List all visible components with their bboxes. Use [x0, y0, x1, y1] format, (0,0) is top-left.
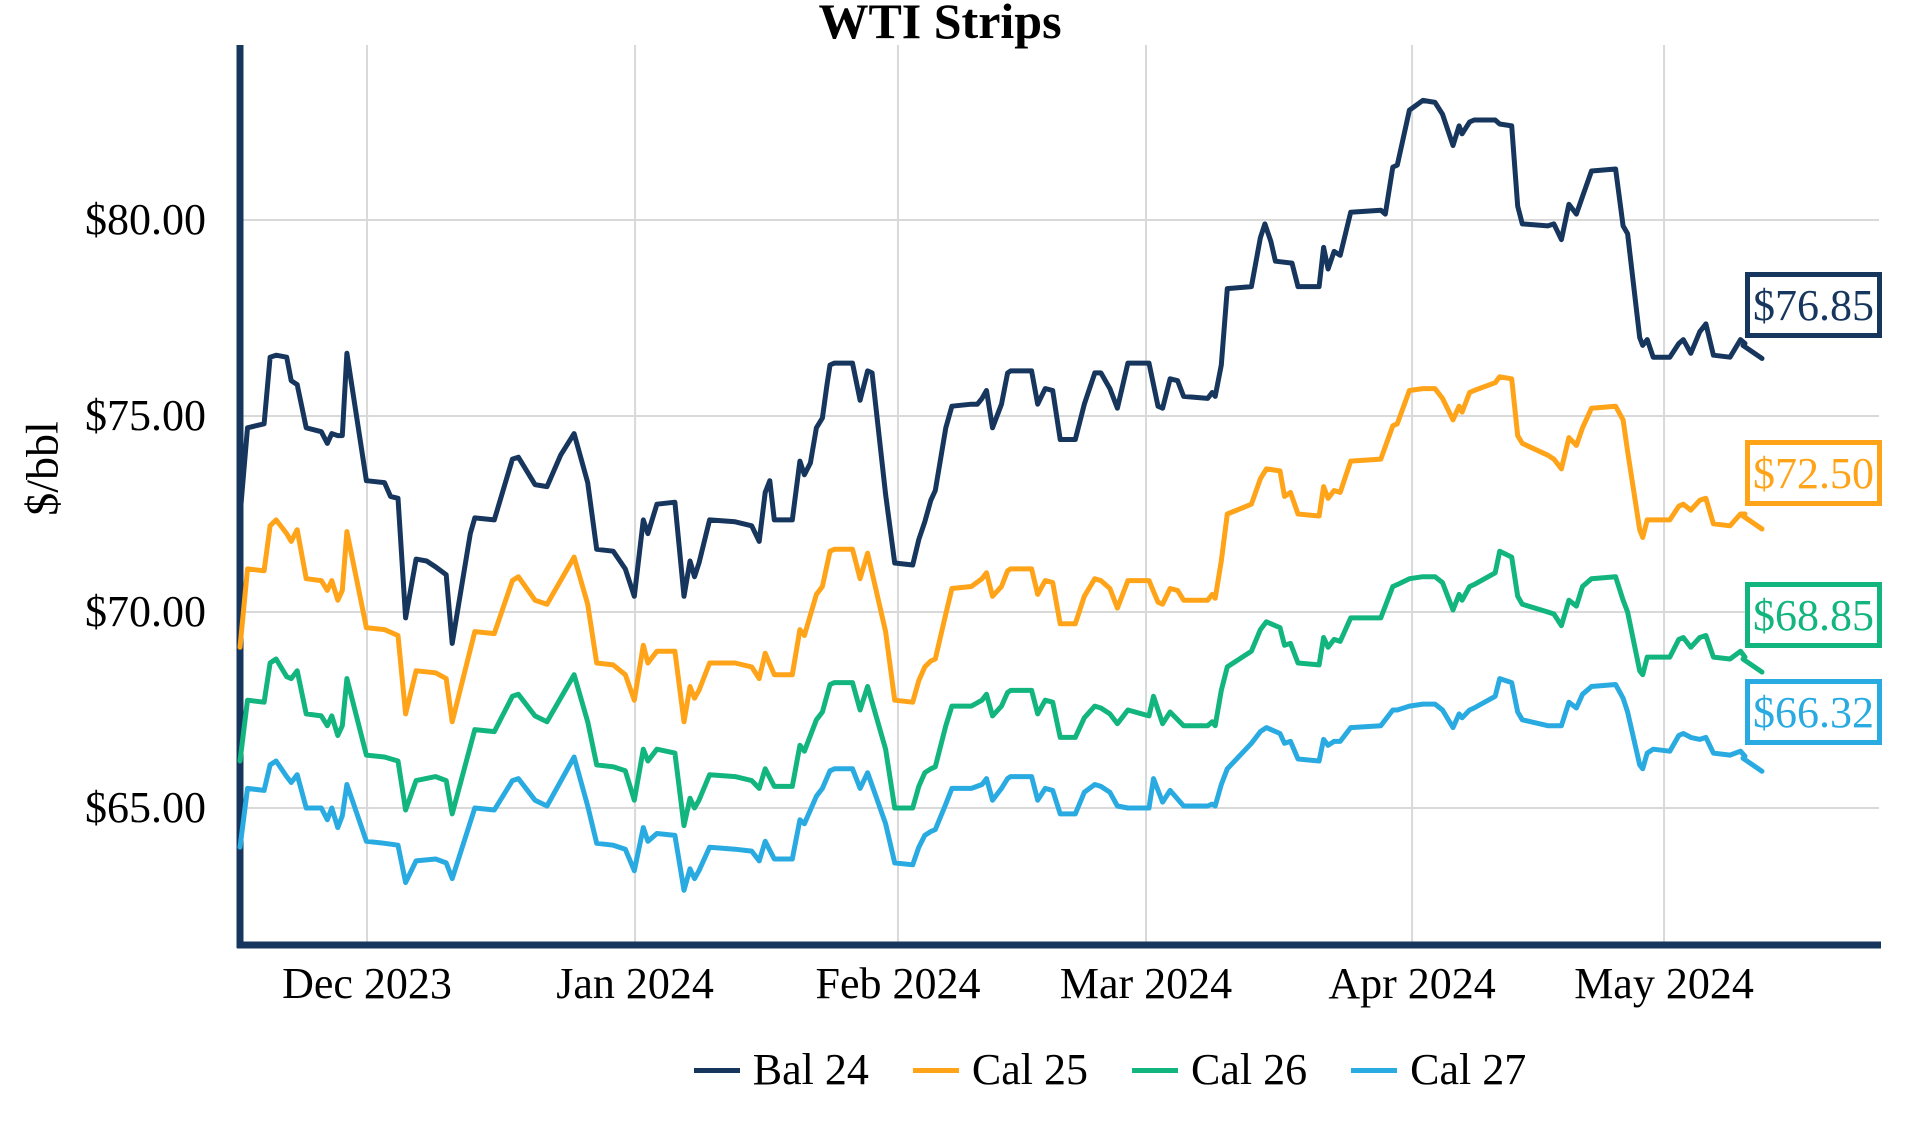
end-label-box-bal-24: $76.85 — [1745, 272, 1882, 338]
end-label-box-cal-25: $72.50 — [1745, 440, 1882, 506]
legend-item-cal-25[interactable]: Cal 25 — [912, 1040, 1088, 1100]
x-tick-label-feb-2024: Feb 2024 — [815, 959, 981, 1008]
end-label-leader-bal-24 — [1740, 342, 1765, 361]
y-tick-label-75: $75.00 — [85, 391, 206, 440]
x-tick-label-mar-2024: Mar 2024 — [1059, 959, 1233, 1008]
legend-label-cal-27: Cal 27 — [1410, 1045, 1527, 1094]
y-tick-label-80: $80.00 — [85, 195, 206, 244]
y-tick-label-70: $70.00 — [85, 587, 206, 636]
legend-label-cal-26: Cal 26 — [1191, 1045, 1308, 1094]
y-tick-label-65: $65.00 — [85, 783, 206, 832]
series-line-cal-25 — [237, 374, 1748, 725]
end-label-leader-cal-27 — [1740, 755, 1765, 774]
chart-title: WTI Strips — [818, 0, 1062, 49]
end-label-leader-cal-25 — [1740, 513, 1765, 532]
legend-item-cal-27[interactable]: Cal 27 — [1351, 1040, 1526, 1100]
legend-swatch-cal-27 — [1351, 1067, 1398, 1073]
end-label-leader-cal-26 — [1740, 656, 1765, 675]
legend-swatch-cal-25 — [912, 1067, 959, 1073]
series-line-cal-27 — [237, 676, 1748, 893]
x-tick-label-may-2024: May 2024 — [1574, 959, 1754, 1008]
end-label-box-cal-26: $68.85 — [1745, 582, 1882, 648]
end-label-box-cal-27: $66.32 — [1745, 679, 1882, 745]
x-tick-label-dec-2023: Dec 2023 — [282, 959, 452, 1008]
series-line-bal-24 — [237, 97, 1748, 646]
legend-swatch-cal-26 — [1132, 1067, 1178, 1073]
x-tick-label-jan-2024: Jan 2024 — [556, 959, 714, 1008]
legend-item-cal-26[interactable]: Cal 26 — [1132, 1040, 1307, 1100]
legend-item-bal-24[interactable]: Bal 24 — [693, 1040, 869, 1100]
legend-swatch-bal-24 — [693, 1067, 740, 1073]
legend: Bal 24 Cal 25 Cal 26 Cal 27 — [270, 1038, 1920, 1102]
x-tick-label-apr-2024: Apr 2024 — [1328, 959, 1496, 1008]
legend-label-bal-24: Bal 24 — [752, 1045, 869, 1094]
series-line-cal-26 — [237, 548, 1748, 829]
legend-label-cal-25: Cal 25 — [971, 1045, 1088, 1094]
